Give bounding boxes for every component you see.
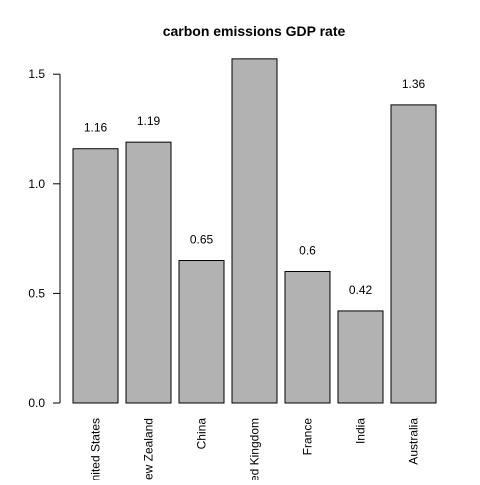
data-label: 1.36 [402,77,426,91]
y-tick-label: 1.0 [28,177,45,191]
data-label: 0.42 [349,283,373,297]
category-labels-group: United States New Zealand China United King… [89,418,421,480]
category-label: France [301,418,315,456]
bar [337,310,384,404]
chart-title: carbon emissions GDP rate [163,23,346,39]
y-axis: 0.0 0.5 1.0 1.5 [28,67,61,410]
bar [390,104,437,404]
bar [231,58,278,404]
bars-group [72,58,437,404]
category-label: New Zealand [142,418,156,480]
bar [284,270,331,404]
data-label: 1.19 [137,114,161,128]
bar [125,141,172,404]
data-labels-group: 1.16 1.19 0.65 0.6 0.42 1.36 [84,77,426,297]
data-label: 1.16 [84,121,108,135]
category-label: United States [89,418,103,480]
bar [178,260,225,404]
bar [72,148,119,404]
category-label: United Kingdom [248,418,262,480]
category-label: India [354,418,368,444]
data-label: 0.65 [190,233,214,247]
category-label: China [195,418,209,450]
y-tick-label: 0.0 [28,396,45,410]
data-label: 0.6 [299,243,316,257]
y-tick-label: 1.5 [28,67,45,81]
category-label: Australia [407,418,421,465]
y-tick-label: 0.5 [28,286,45,300]
